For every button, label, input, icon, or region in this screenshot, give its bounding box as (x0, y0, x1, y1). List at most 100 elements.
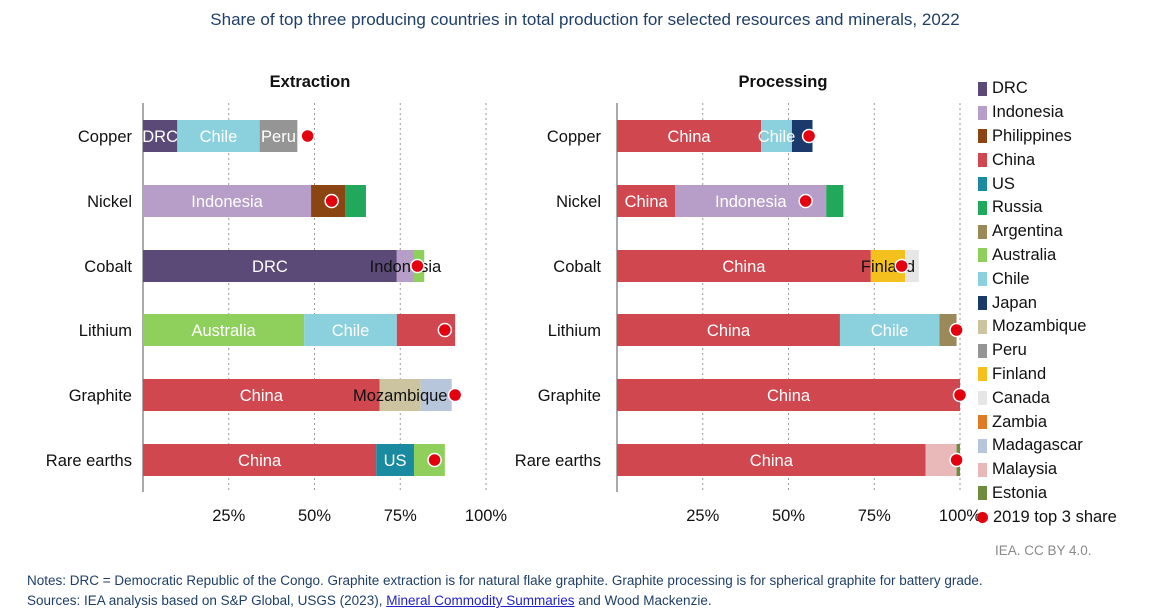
bar-segment (617, 379, 960, 411)
legend-label: Estonia (992, 483, 1048, 502)
legend-swatch (978, 438, 987, 453)
x-tick-label: 75% (858, 507, 891, 525)
bar-segment (143, 314, 305, 346)
bar-segment (617, 120, 762, 152)
legend-item: Peru (978, 339, 1168, 363)
legend-item: Australia (978, 244, 1168, 268)
segment-label: China (625, 193, 669, 211)
bar-segment (376, 444, 414, 476)
category-label: Cobalt (84, 258, 132, 276)
legend-item: Zambia (978, 410, 1168, 434)
legend-item: Malaysia (978, 458, 1168, 482)
bar-segment (617, 185, 676, 217)
marker-2019 (952, 387, 968, 403)
segment-label: China (767, 387, 811, 405)
bar-segment (617, 444, 926, 476)
x-tick-label: 100% (939, 507, 982, 525)
bar-segment (826, 185, 844, 217)
legend-label: Zambia (992, 412, 1048, 431)
bar-segment (259, 120, 298, 152)
legend-item: Madagascar (978, 434, 1168, 458)
panel-title: Extraction (270, 73, 351, 91)
legend-swatch (978, 462, 987, 477)
legend-swatch (978, 105, 987, 120)
bar-segment (420, 379, 452, 411)
bar-segment (143, 250, 397, 282)
legend-label: Australia (992, 245, 1057, 264)
category-label: Lithium (79, 322, 132, 340)
legend-swatch (978, 486, 987, 501)
legend-swatch (978, 177, 987, 192)
marker-2019 (324, 193, 339, 209)
marker-2019 (300, 128, 315, 144)
segment-label: Chile (871, 322, 909, 340)
bar-segment (304, 314, 397, 346)
legend-swatch (978, 81, 987, 96)
legend-label: 2019 top 3 share (993, 507, 1117, 526)
segment-label: Indonesia (191, 193, 263, 211)
segment-label: DRC (252, 258, 288, 276)
sources-suffix: and Wood Mackenzie. (574, 593, 712, 608)
x-tick-label: 50% (298, 507, 331, 525)
x-tick-label: 100% (465, 507, 508, 525)
bar-segment (905, 250, 919, 282)
bar-segment (617, 250, 871, 282)
legend-item: Estonia (978, 482, 1168, 506)
legend-swatch (978, 415, 987, 430)
marker-2019 (410, 258, 425, 274)
marker-2019 (437, 322, 453, 338)
mineral-commodity-summaries-link[interactable]: Mineral Commodity Summaries (386, 593, 575, 608)
segment-label: Chile (200, 128, 238, 146)
legend-label: Argentina (992, 222, 1063, 241)
legend-item: Finland (978, 363, 1168, 387)
legend-label: China (992, 150, 1036, 169)
legend-swatch (978, 367, 987, 382)
legend-item: Japan (978, 291, 1168, 315)
notes-line: Notes: DRC = Democratic Republic of the … (27, 573, 983, 588)
bar-segment (143, 444, 377, 476)
legend-item: Mozambique (978, 315, 1168, 339)
bar-segment (143, 379, 380, 411)
category-label: Nickel (87, 193, 132, 211)
legend-item: Argentina (978, 220, 1168, 244)
legend-label: DRC (992, 79, 1028, 98)
x-tick-label: 75% (384, 507, 417, 525)
bar-segment (143, 185, 312, 217)
x-tick-label: 25% (686, 507, 719, 525)
category-label: Rare earths (515, 452, 601, 470)
segment-label: China (722, 258, 766, 276)
bar-segment (177, 120, 260, 152)
legend-label: Malaysia (992, 460, 1058, 479)
marker-2019 (949, 452, 964, 468)
marker-2019 (894, 258, 909, 274)
bar-segment (839, 314, 940, 346)
legend-item: Philippines (978, 125, 1168, 149)
legend-swatch (978, 248, 987, 263)
legend-swatch (978, 319, 987, 334)
segment-label: Chile (332, 322, 370, 340)
credit-text: IEA. CC BY 4.0. (995, 543, 1092, 558)
segment-label: China (238, 452, 282, 470)
legend-label: Madagascar (992, 436, 1083, 455)
segment-label: Peru (261, 128, 296, 146)
bar-segment (345, 185, 366, 217)
x-tick-label: 50% (772, 507, 805, 525)
legend-item: China (978, 148, 1168, 172)
category-label: Copper (547, 128, 602, 146)
category-label: Graphite (69, 387, 132, 405)
sources-prefix: Sources: IEA analysis based on S&P Globa… (27, 593, 387, 608)
legend-label: Chile (992, 269, 1030, 288)
bar-segment (939, 314, 957, 346)
sources-line: Sources: IEA analysis based on S&P Globa… (27, 591, 983, 611)
segment-label: Australia (192, 322, 257, 340)
marker-2019 (798, 193, 813, 209)
segment-label: Mozambique (353, 387, 447, 405)
category-label: Cobalt (553, 258, 601, 276)
legend-swatch (978, 129, 987, 144)
legend-item: Chile (978, 267, 1168, 291)
legend: DRC Indonesia Philippines China US Russia Arge… (977, 77, 1168, 529)
segment-label: Indonesia (370, 258, 442, 276)
bar-segment (379, 379, 421, 411)
marker-2019 (427, 452, 442, 468)
